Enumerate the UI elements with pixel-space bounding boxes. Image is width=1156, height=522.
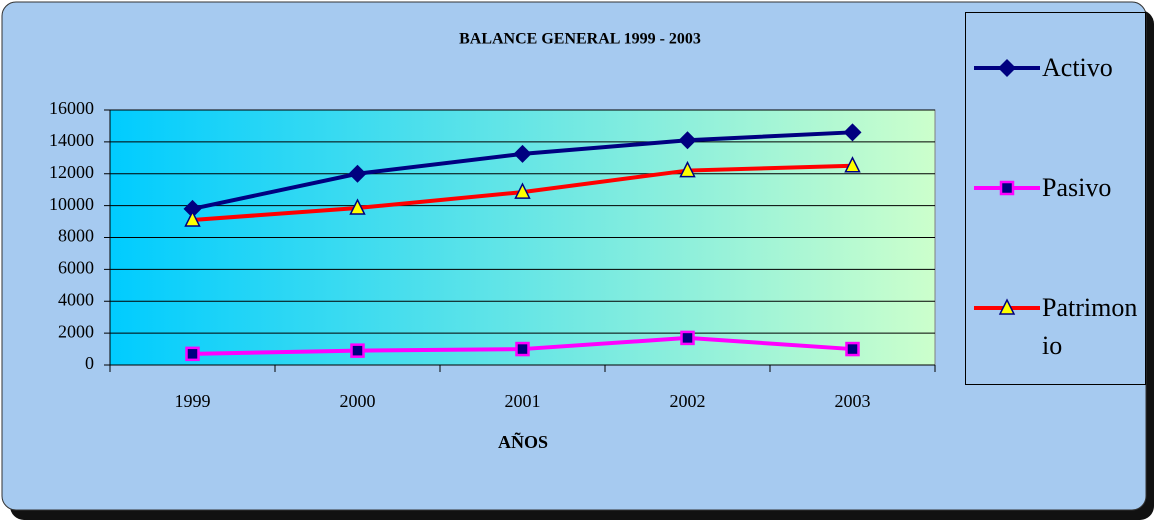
legend-swatch bbox=[974, 180, 1040, 196]
marker bbox=[185, 346, 200, 362]
marker bbox=[998, 298, 1016, 315]
y-tick-label: 4000 bbox=[58, 289, 94, 309]
y-tick-label: 0 bbox=[85, 353, 94, 373]
marker bbox=[515, 341, 530, 357]
y-tick-label: 16000 bbox=[49, 98, 94, 118]
x-tick-label: 2002 bbox=[670, 391, 706, 411]
x-tick-label: 2001 bbox=[505, 391, 541, 411]
marker bbox=[349, 198, 366, 215]
y-tick-label: 8000 bbox=[58, 226, 94, 246]
y-tick-label: 10000 bbox=[49, 194, 94, 214]
marker bbox=[999, 180, 1015, 196]
marker bbox=[348, 164, 367, 183]
marker bbox=[350, 343, 365, 358]
x-axis-label: AÑOS bbox=[498, 431, 548, 452]
legend-entry: Pasivo bbox=[972, 169, 1142, 207]
x-tick-label: 1999 bbox=[175, 391, 211, 411]
legend-label: Activo bbox=[1042, 53, 1113, 82]
chart-title: BALANCE GENERAL 1999 - 2003 bbox=[459, 31, 701, 48]
marker bbox=[183, 199, 202, 218]
legend-entry: Activo bbox=[972, 49, 1142, 87]
legend: Activo Pasivo Patrimonio bbox=[965, 12, 1146, 385]
marker bbox=[998, 59, 1016, 77]
x-tick-label: 2000 bbox=[340, 391, 376, 411]
marker bbox=[845, 341, 860, 357]
y-tick-label: 2000 bbox=[58, 321, 94, 341]
legend-swatch bbox=[974, 298, 1040, 315]
marker bbox=[513, 144, 532, 163]
y-tick-label: 12000 bbox=[49, 162, 94, 182]
marker bbox=[844, 156, 861, 173]
marker bbox=[678, 131, 697, 150]
y-tick-label: 14000 bbox=[49, 130, 94, 150]
y-tick-label: 6000 bbox=[58, 258, 94, 278]
legend-label: Patrimonio bbox=[1042, 293, 1138, 360]
marker bbox=[680, 330, 695, 346]
marker bbox=[184, 210, 201, 227]
legend-entry: Patrimonio bbox=[972, 289, 1142, 365]
x-tick-label: 2003 bbox=[835, 391, 871, 411]
legend-label: Pasivo bbox=[1042, 173, 1112, 202]
legend-swatch bbox=[974, 59, 1040, 77]
marker bbox=[514, 182, 531, 199]
marker bbox=[679, 160, 696, 178]
marker bbox=[843, 123, 862, 142]
